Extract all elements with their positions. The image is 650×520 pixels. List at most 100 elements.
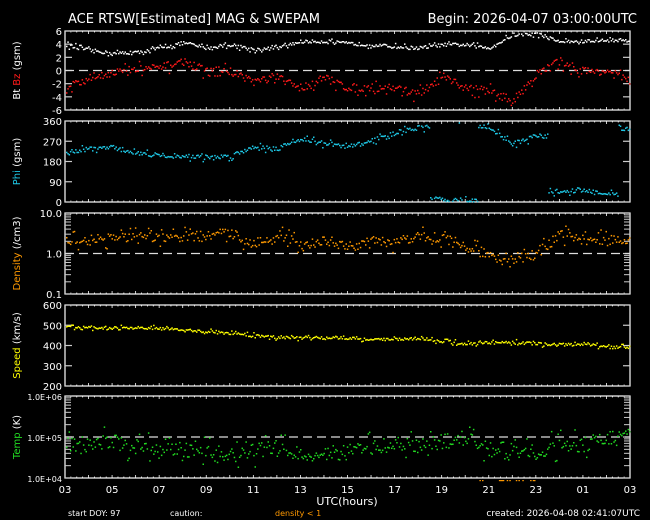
data-point-temp (543, 455, 545, 457)
data-point-phi (297, 139, 299, 141)
data-point-bt (419, 45, 422, 48)
data-point-bt (584, 39, 587, 42)
data-point-density (133, 236, 136, 238)
data-point-bt (251, 48, 254, 50)
data-point-density (519, 257, 522, 259)
data-point-speed (547, 344, 549, 347)
data-point-speed (149, 327, 151, 330)
data-point-temp (358, 444, 360, 446)
data-point-bt (354, 43, 357, 46)
data-point-speed (337, 338, 340, 340)
data-point-temp (474, 440, 476, 443)
data-point-bt (444, 42, 446, 45)
data-point-density (495, 258, 497, 261)
data-point-bz (596, 68, 598, 71)
y-tick-label: 200 (43, 382, 62, 393)
data-point-speed (66, 326, 68, 328)
data-point-density (608, 237, 610, 240)
data-point-density (172, 228, 175, 230)
data-point-density (518, 255, 520, 258)
data-point-bz (380, 88, 383, 90)
data-point-density (228, 235, 230, 238)
data-point-bz (137, 70, 139, 72)
data-point-temp (288, 452, 290, 454)
data-point-bz (192, 68, 194, 70)
data-point-bz (294, 86, 297, 88)
data-point-bz (492, 90, 494, 92)
data-point-speed (214, 332, 216, 334)
data-point-temp (107, 446, 110, 449)
data-point-bz (419, 84, 422, 86)
data-point-phi (506, 135, 509, 137)
data-point-bt (190, 42, 193, 45)
data-point-bz (523, 85, 526, 87)
data-point-speed (597, 347, 600, 350)
data-point-phi (235, 151, 237, 154)
data-point-bt (619, 38, 622, 40)
data-point-phi (144, 152, 146, 154)
data-point-phi (132, 153, 134, 155)
data-point-density (353, 247, 355, 249)
data-point-speed (608, 344, 610, 346)
data-point-density (497, 254, 500, 256)
data-point-bz (348, 87, 350, 90)
data-point-temp (335, 448, 337, 451)
data-point-temp (596, 440, 598, 442)
data-point-temp (319, 454, 321, 456)
data-point-temp (615, 444, 618, 447)
data-point-bz (392, 85, 394, 88)
y-tick-label: 1.0E+05 (27, 434, 62, 443)
data-point-phi (270, 149, 272, 151)
data-point-temp (105, 437, 107, 440)
data-point-bz (561, 59, 563, 62)
data-point-phi (81, 145, 84, 147)
data-point-density (588, 239, 591, 241)
density-caution-mark (501, 480, 503, 482)
data-point-speed (463, 342, 466, 345)
data-point-temp (591, 438, 593, 440)
data-point-bt (220, 44, 223, 47)
data-point-bt (518, 33, 520, 35)
data-point-bt (493, 44, 496, 47)
data-point-phi (71, 149, 73, 151)
data-point-phi (437, 197, 440, 199)
y-axis-label-part: Speed (12, 347, 23, 378)
data-point-speed (309, 336, 311, 339)
data-point-speed (274, 337, 276, 340)
data-point-speed (544, 342, 546, 344)
data-point-bz (203, 70, 206, 72)
data-point-phi (225, 155, 228, 157)
data-point-density (427, 236, 429, 238)
data-point-speed (474, 342, 476, 344)
data-point-bt (426, 47, 428, 49)
data-point-density (582, 234, 584, 237)
data-point-bt (545, 36, 548, 38)
data-point-density (327, 241, 329, 243)
data-point-bz (73, 81, 76, 84)
data-point-phi (469, 200, 471, 202)
data-point-phi (112, 144, 115, 147)
data-point-temp (485, 447, 488, 449)
data-point-speed (206, 332, 208, 334)
data-point-speed (617, 347, 619, 349)
data-point-temp (214, 460, 216, 462)
data-point-speed (445, 338, 448, 340)
data-point-temp (336, 450, 338, 452)
data-point-phi (595, 190, 597, 192)
data-point-density (613, 235, 615, 237)
data-point-speed (82, 325, 85, 328)
data-point-bz (154, 66, 156, 68)
data-point-bt (144, 51, 146, 53)
data-point-density (214, 234, 216, 236)
data-point-speed (342, 335, 345, 337)
data-point-bz (573, 66, 575, 68)
data-point-density (66, 237, 68, 239)
data-point-density (294, 241, 297, 243)
data-point-bz (241, 74, 243, 76)
data-point-temp (232, 452, 234, 454)
data-point-phi (340, 146, 342, 149)
data-point-bt (206, 44, 208, 47)
data-point-bz (482, 88, 484, 91)
data-point-temp (511, 449, 514, 452)
data-point-bz (297, 85, 299, 87)
